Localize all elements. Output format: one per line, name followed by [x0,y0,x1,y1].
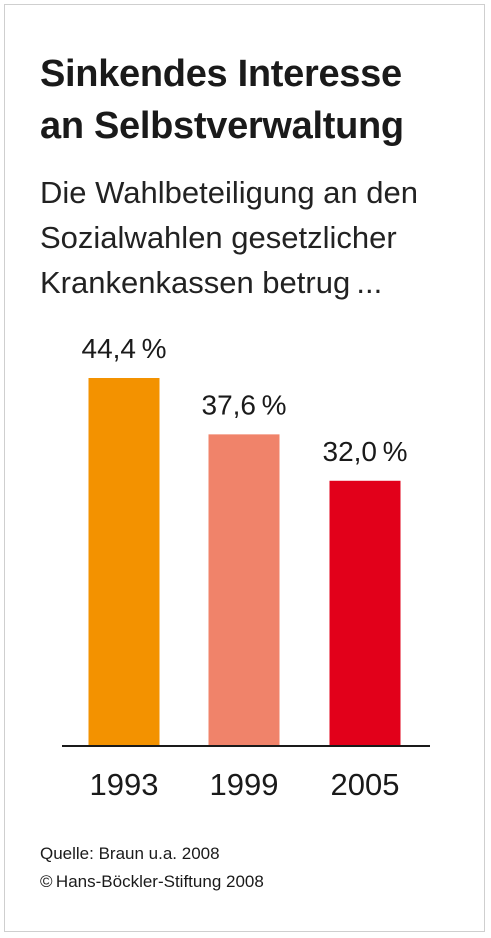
value-label-1999: 37,6 % [202,389,287,420]
subtitle-line-1: Die Wahlbeteiligung an den [40,175,418,210]
value-label-1993: 44,4 % [82,333,167,364]
chart-title: Sinkendes Interesse an Selbstverwaltung [40,48,480,152]
x-tick-label-1993: 1993 [90,767,159,802]
chart-subtitle: Die Wahlbeteiligung an den Sozialwahlen … [40,170,480,305]
title-line-1: Sinkendes Interesse [40,53,402,95]
bar-chart: 44,4 % 1993 37,6 % 1999 32,0 % 2005 [62,333,430,802]
title-line-2: an Selbstverwaltung [40,105,404,147]
x-tick-label-2005: 2005 [331,767,400,802]
x-tick-label-1999: 1999 [210,767,279,802]
value-label-2005: 32,0 % [323,436,408,467]
bar-2005 [329,480,401,746]
subtitle-line-3: Krankenkassen betrug ... [40,265,383,300]
bar-1999 [208,434,280,746]
subtitle-line-2: Sozialwahlen gesetzlicher [40,220,397,255]
source-line: Quelle: Braun u.a. 2008 [40,844,220,863]
copyright-line: © Hans-Böckler-Stiftung 2008 [40,872,264,891]
bar-1993 [88,378,160,746]
source-note: Quelle: Braun u.a. 2008 © Hans-Böckler-S… [40,840,480,896]
